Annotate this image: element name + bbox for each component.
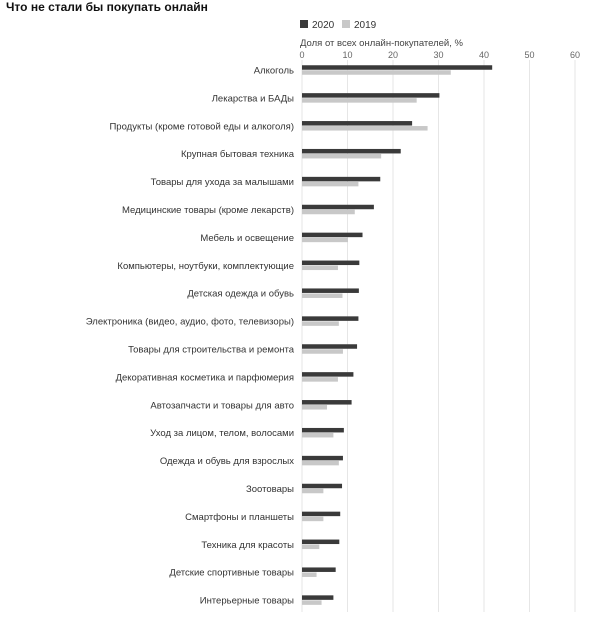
bar-2020-4	[302, 148, 401, 154]
legend-swatch-2019	[342, 20, 350, 28]
bar-2020-11	[302, 344, 358, 349]
category-label: Интерьерные товары	[200, 596, 294, 607]
bar-2019-11	[302, 349, 343, 354]
bar-2020-13	[302, 400, 352, 405]
x-tick-label-30: 30	[433, 50, 443, 60]
category-label: Товары для ухода за малышами	[151, 177, 294, 188]
bar-2019-10	[302, 321, 339, 326]
category-label: Продукты (кроме готовой еды и алкоголя)	[109, 121, 294, 132]
bar-2020-9	[302, 288, 359, 293]
category-label: Детская одежда и обувь	[187, 289, 294, 300]
category-label: Уход за лицом, телом, волосами	[150, 428, 294, 439]
bar-2020-5	[302, 176, 381, 182]
bar-2019-20	[302, 600, 322, 605]
bar-2020-2	[302, 93, 440, 98]
category-label: Компьютеры, ноутбуки, комплектующие	[117, 261, 294, 272]
category-label: Медицинские товары (кроме лекарств)	[122, 205, 294, 216]
bar-2019-16	[302, 488, 324, 494]
bar-2020-19	[302, 567, 336, 572]
bar-2020-10	[302, 316, 359, 321]
bar-2020-7	[302, 232, 363, 238]
bar-2019-2	[302, 98, 417, 103]
bar-2020-6	[302, 204, 374, 210]
legend-label-2020: 2020	[312, 20, 335, 31]
x-tick-label-10: 10	[342, 50, 352, 60]
category-label: Одежда и обувь для взрослых	[160, 456, 294, 467]
bar-2020-17	[302, 511, 341, 517]
bar-2019-12	[302, 377, 338, 382]
category-label: Алкоголь	[254, 66, 294, 77]
category-label: Детские спортивные товары	[169, 568, 294, 579]
category-label: Смартфоны и планшеты	[185, 512, 294, 523]
bar-2019-4	[302, 153, 382, 159]
bar-2019-15	[302, 460, 339, 466]
bar-2019-5	[302, 181, 359, 187]
bar-2019-13	[302, 405, 328, 410]
category-label: Лекарства и БАДы	[212, 93, 294, 104]
category-label: Мебель и освещение	[200, 233, 294, 244]
bar-2019-17	[302, 516, 324, 522]
x-tick-label-0: 0	[299, 50, 304, 60]
x-tick-label-50: 50	[524, 50, 534, 60]
bar-2020-15	[302, 455, 343, 461]
legend-swatch-2020	[300, 20, 308, 28]
bar-2020-20	[302, 595, 334, 600]
category-label: Техника для красоты	[201, 540, 294, 551]
bar-2020-3	[302, 121, 413, 126]
x-axis-label: Доля от всех онлайн-покупателей, %	[300, 38, 464, 49]
legend-label-2019: 2019	[354, 20, 377, 31]
bar-2019-6	[302, 209, 355, 215]
bar-2020-1	[302, 65, 493, 70]
category-label: Декоративная косметика и парфюмерия	[116, 372, 294, 383]
bar-2020-8	[302, 260, 360, 266]
category-label: Электроника (видео, аудио, фото, телевиз…	[86, 317, 294, 328]
bar-2019-3	[302, 126, 428, 131]
category-label: Крупная бытовая техника	[181, 149, 295, 160]
bar-2019-19	[302, 572, 317, 577]
bar-2019-7	[302, 237, 348, 243]
bar-2019-14	[302, 432, 334, 438]
chart-title: Что не стали бы покупать онлайн	[6, 0, 208, 14]
category-label: Автозапчасти и товары для авто	[150, 400, 294, 411]
x-tick-label-60: 60	[570, 50, 580, 60]
bar-2019-1	[302, 70, 451, 75]
bar-2020-16	[302, 483, 343, 489]
bar-2019-8	[302, 265, 338, 271]
category-label: Зоотовары	[246, 484, 294, 495]
bar-2019-18	[302, 544, 320, 550]
x-tick-label-20: 20	[388, 50, 398, 60]
category-label: Товары для строительства и ремонта	[128, 345, 295, 356]
bar-2020-12	[302, 372, 354, 377]
bar-2020-14	[302, 427, 344, 433]
bar-2019-9	[302, 293, 343, 298]
x-tick-label-40: 40	[479, 50, 489, 60]
bar-2020-18	[302, 539, 340, 545]
